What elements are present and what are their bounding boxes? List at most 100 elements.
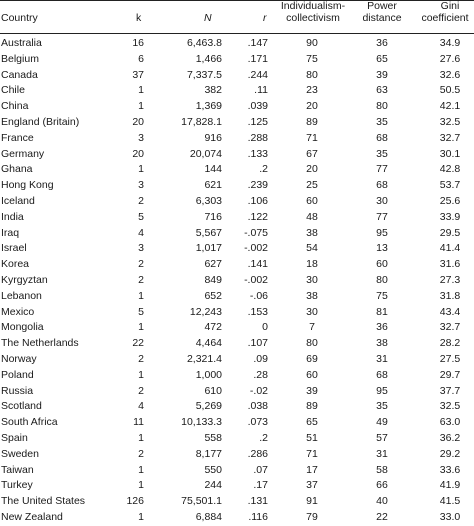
cell-country: Canada bbox=[1, 68, 38, 81]
cell-gini: 42.1 bbox=[439, 100, 461, 113]
cell-country: France bbox=[1, 131, 34, 144]
cell-n: 472 bbox=[204, 321, 222, 334]
header-k-text: k bbox=[136, 12, 142, 24]
cell-country: South Africa bbox=[1, 416, 58, 429]
cell-power-distance: 31 bbox=[376, 447, 388, 460]
cell-r: -.075 bbox=[244, 226, 268, 239]
cell-r: .11 bbox=[254, 84, 268, 97]
cell-power-distance: 31 bbox=[376, 352, 388, 365]
cell-k: 3 bbox=[138, 242, 144, 255]
cell-individualism: 30 bbox=[306, 305, 318, 318]
table-row: Sweden 2 8,177 .286 71 31 29.2 bbox=[0, 447, 474, 463]
cell-individualism: 23 bbox=[306, 84, 318, 97]
cell-power-distance: 68 bbox=[376, 368, 388, 381]
cell-country: Mongolia bbox=[1, 321, 44, 334]
table-row: Taiwan 1 550 .07 17 58 33.6 bbox=[0, 463, 474, 479]
cell-power-distance: 49 bbox=[376, 416, 388, 429]
header-rule bbox=[0, 33, 474, 34]
cell-r: .153 bbox=[247, 305, 268, 318]
cell-k: 3 bbox=[138, 179, 144, 192]
cell-individualism: 51 bbox=[306, 431, 318, 444]
cell-gini: 29.7 bbox=[439, 368, 461, 381]
table-row: England (Britain) 20 17,828.1 .125 89 35 32.5 bbox=[0, 115, 474, 131]
cell-k: 2 bbox=[138, 384, 144, 397]
table-row: Spain 1 558 .2 51 57 36.2 bbox=[0, 431, 474, 447]
cell-k: 2 bbox=[138, 194, 144, 207]
cell-r: .244 bbox=[247, 68, 268, 81]
top-rule bbox=[0, 0, 474, 1]
cell-individualism: 54 bbox=[306, 242, 318, 255]
cell-power-distance: 66 bbox=[376, 479, 388, 492]
cell-k: 1 bbox=[138, 510, 144, 523]
table-row: Australia 16 6,463.8 .147 90 36 34.9 bbox=[0, 36, 474, 52]
cell-individualism: 38 bbox=[306, 226, 318, 239]
cell-country: Chile bbox=[1, 84, 25, 97]
table-row: Mexico 5 12,243 .153 30 81 43.4 bbox=[0, 305, 474, 321]
cell-gini: 25.6 bbox=[439, 194, 461, 207]
cell-individualism: 80 bbox=[306, 68, 318, 81]
cell-individualism: 60 bbox=[306, 368, 318, 381]
cell-gini: 36.2 bbox=[439, 431, 461, 444]
header-power-line2: distance bbox=[362, 12, 402, 24]
cell-power-distance: 68 bbox=[376, 131, 388, 144]
cell-power-distance: 22 bbox=[376, 510, 388, 523]
cell-k: 1 bbox=[138, 289, 144, 302]
cell-country: Kyrgyztan bbox=[1, 273, 48, 286]
cell-individualism: 75 bbox=[306, 52, 318, 65]
cell-k: 1 bbox=[138, 479, 144, 492]
cell-n: 20,074 bbox=[189, 147, 222, 160]
cell-r: .107 bbox=[247, 337, 268, 350]
table-row: Korea 2 627 .141 18 60 31.6 bbox=[0, 257, 474, 273]
cell-gini: 41.5 bbox=[439, 495, 461, 508]
cell-n: 1,369 bbox=[195, 100, 222, 113]
cell-n: 652 bbox=[204, 289, 222, 302]
cell-country: Israel bbox=[1, 242, 27, 255]
cell-r: .288 bbox=[247, 131, 268, 144]
cell-country: Ghana bbox=[1, 163, 33, 176]
table-row: India 5 716 .122 48 77 33.9 bbox=[0, 210, 474, 226]
cell-k: 1 bbox=[138, 463, 144, 476]
cell-power-distance: 35 bbox=[376, 400, 388, 413]
cell-k: 126 bbox=[126, 495, 144, 508]
cell-country: Lebanon bbox=[1, 289, 42, 302]
cell-r: .171 bbox=[247, 52, 268, 65]
cell-power-distance: 58 bbox=[376, 463, 388, 476]
cell-k: 2 bbox=[138, 258, 144, 271]
table-row: France 3 916 .288 71 68 32.7 bbox=[0, 131, 474, 147]
header-individualism-line1: Individualism- bbox=[280, 0, 346, 12]
cell-r: .286 bbox=[247, 447, 268, 460]
header-country: Country bbox=[1, 12, 38, 24]
cell-n: 558 bbox=[204, 431, 222, 444]
cell-country: New Zealand bbox=[1, 510, 63, 523]
cell-r: .239 bbox=[247, 179, 268, 192]
cell-individualism: 91 bbox=[306, 495, 318, 508]
cell-r: .07 bbox=[253, 463, 268, 476]
cell-r: .131 bbox=[247, 495, 268, 508]
cell-n: 916 bbox=[204, 131, 222, 144]
cell-gini: 27.6 bbox=[439, 52, 461, 65]
table-row: South Africa 11 10,133.3 .073 65 49 63.0 bbox=[0, 415, 474, 431]
cell-gini: 34.9 bbox=[439, 37, 461, 49]
cell-individualism: 7 bbox=[309, 321, 315, 334]
cell-k: 5 bbox=[138, 305, 144, 318]
table-row: Norway 2 2,321.4 .09 69 31 27.5 bbox=[0, 352, 474, 368]
cell-gini: 32.7 bbox=[439, 321, 461, 334]
cell-n: 6,303 bbox=[195, 194, 222, 207]
cell-gini: 50.5 bbox=[439, 84, 461, 97]
cell-k: 3 bbox=[138, 131, 144, 144]
cell-n: 621 bbox=[204, 179, 222, 192]
table-row: Ghana 1 144 .2 20 77 42.8 bbox=[0, 162, 474, 178]
cell-individualism: 65 bbox=[306, 416, 318, 429]
cell-power-distance: 13 bbox=[376, 242, 388, 255]
cell-gini: 63.0 bbox=[439, 416, 461, 429]
cell-k: 16 bbox=[132, 37, 144, 49]
cell-country: Scotland bbox=[1, 400, 42, 413]
table-row: Belgium 6 1,466 .171 75 65 27.6 bbox=[0, 52, 474, 68]
header-individualism-line2: collectivism bbox=[286, 12, 340, 24]
cell-r: .125 bbox=[247, 115, 268, 128]
cell-k: 1 bbox=[138, 100, 144, 113]
cell-n: 716 bbox=[204, 210, 222, 223]
cell-country: Belgium bbox=[1, 52, 39, 65]
cell-gini: 31.8 bbox=[439, 289, 461, 302]
cell-gini: 32.6 bbox=[439, 68, 461, 81]
